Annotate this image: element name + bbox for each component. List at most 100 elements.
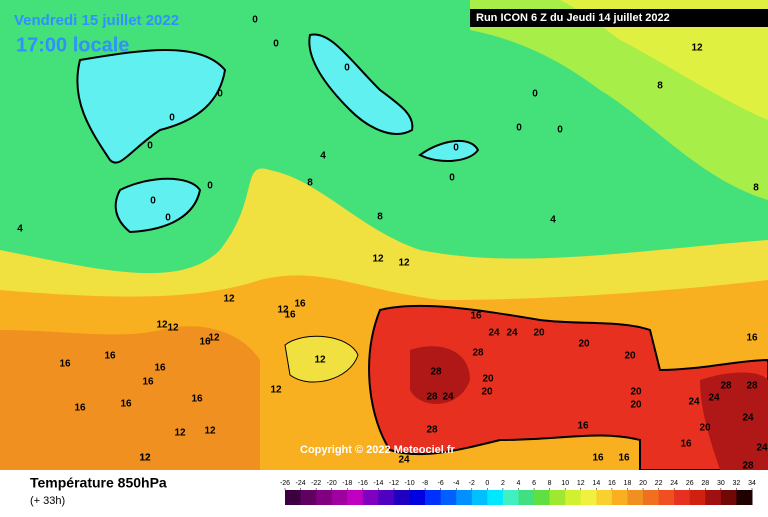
contour-label: 16 [154, 363, 166, 374]
legend-swatch [409, 490, 426, 505]
legend-tick-label: -14 [373, 480, 383, 487]
contour-label: 16 [618, 453, 630, 464]
contour-label: 16 [74, 403, 86, 414]
contour-label: 0 [169, 113, 175, 124]
contour-label: 24 [708, 393, 720, 404]
legend-swatch [627, 490, 644, 505]
legend-tick-label: -4 [453, 480, 459, 487]
legend-tick-label: 28 [701, 480, 709, 487]
legend-tick-label: -6 [438, 480, 444, 487]
legend-tick-label: -22 [311, 480, 321, 487]
cyan-patch [76, 49, 227, 164]
legend-swatch [440, 490, 457, 505]
contour-label: 20 [624, 351, 636, 362]
cyan-patch [418, 139, 480, 162]
contour-label: 16 [191, 394, 203, 405]
legend-tick-label: 34 [748, 480, 756, 487]
contour-label: 0 [150, 196, 156, 207]
date-label: Vendredi 15 juillet 2022 [14, 12, 179, 29]
contour-label: 16 [142, 377, 154, 388]
legend-swatch [689, 490, 706, 505]
legend-swatch [487, 490, 504, 505]
contour-label: 12 [691, 43, 703, 54]
contour-label: 16 [470, 311, 482, 322]
contour-label: 0 [453, 143, 459, 154]
contour-label: 0 [165, 213, 171, 224]
contour-label: 8 [657, 81, 663, 92]
footer-title: Température 850hPa [30, 475, 167, 491]
contour-label: 16 [680, 439, 692, 450]
contour-label: 0 [532, 89, 538, 100]
legend-tick-label: -2 [469, 480, 475, 487]
contour-label: 28 [472, 348, 484, 359]
contour-label: 12 [174, 428, 186, 439]
contour-label: 8 [377, 212, 383, 223]
legend-tick-label: 22 [655, 480, 663, 487]
legend-swatch [596, 490, 613, 505]
contour-label: 12 [156, 320, 168, 331]
cyan-patch [114, 177, 202, 234]
contour-label: 0 [557, 125, 563, 136]
contour-label: 24 [688, 397, 700, 408]
legend-swatch [285, 490, 302, 505]
legend-swatch [425, 490, 442, 505]
legend-swatch [565, 490, 582, 505]
legend-tick-label: -10 [404, 480, 414, 487]
legend-swatch [347, 490, 364, 505]
contour-label: 0 [449, 173, 455, 184]
copyright: Copyright © 2022 Meteociel.fr [300, 444, 456, 456]
contour-label: 12 [167, 323, 179, 334]
contour-label: 4 [550, 215, 556, 226]
run-label: Run ICON 6 Z du Jeudi 14 juillet 2022 [476, 12, 670, 24]
legend-swatch [316, 490, 333, 505]
contour-label: 28 [426, 425, 438, 436]
legend-tick-label: 32 [733, 480, 741, 487]
contour-label: 24 [442, 392, 454, 403]
contour-label: 12 [270, 385, 282, 396]
legend-swatch [580, 490, 597, 505]
contour-label: 16 [294, 299, 306, 310]
yellow-patch [284, 335, 359, 383]
contour-label: 0 [516, 123, 522, 134]
contour-label: 0 [344, 63, 350, 74]
contour-label: 0 [147, 141, 153, 152]
contour-label: 12 [139, 453, 151, 464]
contour-label: 20 [630, 387, 642, 398]
contour-label: 8 [753, 183, 759, 194]
orange-dark [0, 326, 260, 470]
legend-swatch [393, 490, 411, 505]
contour-label: 24 [488, 328, 500, 339]
contour-label: 28 [426, 392, 438, 403]
legend-swatch [300, 490, 317, 505]
contour-label: 0 [217, 89, 223, 100]
contour-label: 12 [139, 453, 151, 464]
legend-swatch [378, 490, 395, 505]
contour-label: 20 [481, 387, 493, 398]
legend-swatch [331, 490, 348, 505]
legend-tick-label: 14 [592, 480, 600, 487]
darkred-field [410, 346, 470, 404]
legend-swatch [362, 490, 379, 505]
legend-swatch [658, 490, 675, 505]
contour-label: 12 [223, 294, 235, 305]
contour-label: 20 [630, 400, 642, 411]
legend-tick-label: 4 [517, 480, 521, 487]
legend-swatch [736, 490, 753, 505]
contour-label: 12 [208, 333, 220, 344]
legend-swatch [705, 490, 722, 505]
legend-tick-label: 12 [577, 480, 585, 487]
legend-tick-label: -18 [342, 480, 352, 487]
legend-tick-label: 6 [532, 480, 536, 487]
contour-label: 0 [207, 181, 213, 192]
legend-tick-label: -16 [358, 480, 368, 487]
contour-label: 24 [398, 455, 410, 466]
contour-label: 16 [592, 453, 604, 464]
legend-tick-label: 8 [548, 480, 552, 487]
legend-tick-label: 0 [485, 480, 489, 487]
contour-label: 20 [533, 328, 545, 339]
contour-label: 16 [120, 399, 132, 410]
contour-label: 12 [314, 355, 326, 366]
contour-label: 28 [720, 381, 732, 392]
contour-label: 16 [199, 337, 211, 348]
